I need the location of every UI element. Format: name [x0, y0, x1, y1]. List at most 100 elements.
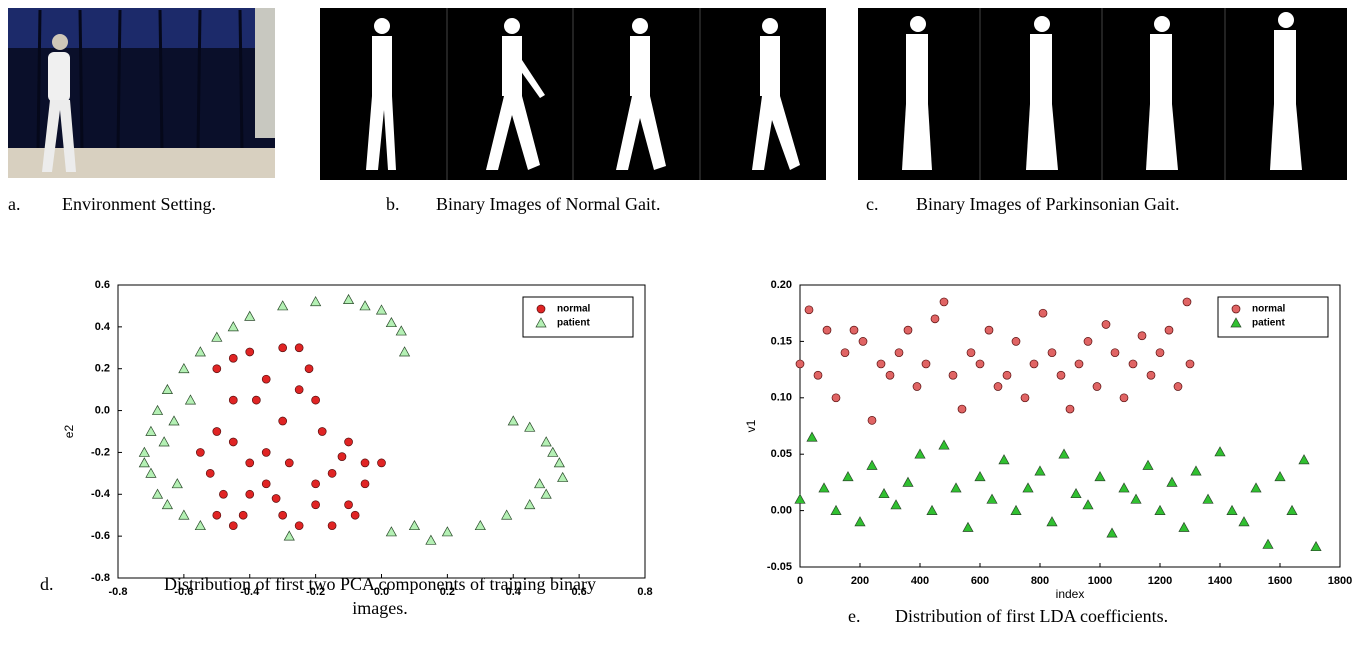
- y-tick-label: 0.0: [95, 404, 110, 416]
- point-circle: [1182, 297, 1192, 307]
- x-tick-label: 0: [797, 575, 803, 587]
- point-circle: [261, 479, 271, 489]
- point-circle: [1101, 320, 1111, 329]
- point-triangle: [161, 383, 174, 394]
- point-circle: [930, 314, 940, 324]
- point-triangle: [806, 431, 818, 442]
- point-circle: [876, 359, 886, 369]
- legend-label: patient: [557, 318, 590, 329]
- y-axis-label: e2: [62, 425, 76, 439]
- point-circle: [228, 353, 238, 363]
- point-triangle: [425, 534, 437, 545]
- caption-label: b.: [386, 194, 400, 214]
- y-tick-label: 0.10: [771, 392, 792, 404]
- point-circle: [228, 521, 238, 531]
- point-triangle: [1178, 521, 1190, 532]
- point-circle: [294, 343, 304, 353]
- point-triangle: [1118, 482, 1130, 493]
- legend-box: [522, 296, 634, 338]
- caption-text: Binary Images of Normal Gait.: [436, 194, 660, 214]
- point-circle: [966, 348, 976, 358]
- point-triangle: [878, 487, 890, 499]
- point-circle: [795, 359, 805, 369]
- point-triangle: [507, 415, 519, 426]
- x-tick-label: 1400: [1208, 575, 1232, 587]
- point-triangle: [540, 488, 552, 499]
- point-triangle: [395, 325, 407, 336]
- point-triangle: [986, 493, 998, 504]
- point-triangle: [151, 488, 164, 499]
- point-circle: [1110, 348, 1120, 358]
- point-triangle: [974, 471, 986, 482]
- point-triangle: [1154, 504, 1166, 515]
- y-tick-label: -0.6: [91, 530, 110, 542]
- point-circle: [1074, 359, 1084, 369]
- point-triangle: [145, 425, 157, 436]
- point-circle: [327, 521, 337, 531]
- point-triangle: [866, 459, 878, 470]
- legend-marker: [1230, 317, 1242, 328]
- y-tick-label: -0.8: [91, 572, 110, 584]
- x-tick-label: 600: [971, 575, 989, 587]
- point-triangle: [914, 448, 926, 459]
- point-triangle: [1106, 527, 1118, 538]
- point-triangle: [1298, 454, 1310, 465]
- point-circle: [344, 500, 353, 510]
- point-triangle: [1202, 493, 1214, 504]
- point-triangle: [534, 478, 546, 489]
- point-circle: [975, 359, 985, 369]
- point-circle: [360, 458, 370, 468]
- binary-images-normal: [320, 8, 826, 180]
- point-circle: [344, 437, 353, 447]
- legend-marker: [1231, 304, 1241, 314]
- point-circle: [1092, 382, 1102, 391]
- caption-text: Environment Setting.: [62, 194, 216, 214]
- y-tick-label: 0.6: [95, 279, 110, 291]
- point-triangle: [1214, 446, 1226, 457]
- x-tick-label: -0.6: [174, 586, 193, 598]
- x-tick-label: 1000: [1088, 575, 1112, 587]
- point-triangle: [138, 457, 150, 468]
- point-circle: [939, 297, 949, 307]
- point-circle: [1119, 393, 1129, 403]
- legend-label: normal: [1252, 304, 1286, 315]
- point-triangle: [1166, 476, 1178, 487]
- point-circle: [1038, 308, 1048, 318]
- point-circle: [278, 416, 288, 426]
- legend-marker: [535, 317, 547, 328]
- point-circle: [228, 437, 238, 447]
- point-triangle: [1286, 504, 1298, 515]
- point-circle: [1083, 337, 1093, 346]
- point-circle: [360, 479, 370, 489]
- caption-label: c.: [866, 194, 879, 214]
- point-circle: [238, 510, 248, 520]
- point-circle: [228, 395, 238, 405]
- point-triangle: [1226, 504, 1238, 515]
- point-circle: [858, 337, 868, 346]
- point-triangle: [1310, 540, 1322, 552]
- point-circle: [1146, 370, 1156, 380]
- point-circle: [311, 500, 320, 510]
- point-circle: [1056, 370, 1066, 380]
- legend-label: normal: [557, 304, 591, 315]
- point-triangle: [902, 476, 914, 487]
- point-circle: [993, 382, 1003, 391]
- point-circle: [350, 510, 360, 520]
- point-triangle: [168, 415, 180, 426]
- point-circle: [337, 452, 347, 461]
- point-triangle: [145, 467, 157, 478]
- point-triangle: [998, 454, 1010, 465]
- y-axis-label: v1: [744, 419, 758, 432]
- point-triangle: [171, 478, 183, 489]
- point-circle: [311, 479, 320, 489]
- point-circle: [912, 382, 922, 391]
- point-triangle: [1022, 482, 1034, 493]
- point-triangle: [178, 362, 190, 374]
- point-triangle: [310, 296, 322, 307]
- point-triangle: [1274, 471, 1286, 482]
- caption-label: e.: [848, 606, 861, 626]
- point-triangle: [194, 519, 206, 531]
- point-triangle: [408, 519, 421, 531]
- caption-text: Binary Images of Parkinsonian Gait.: [916, 194, 1179, 214]
